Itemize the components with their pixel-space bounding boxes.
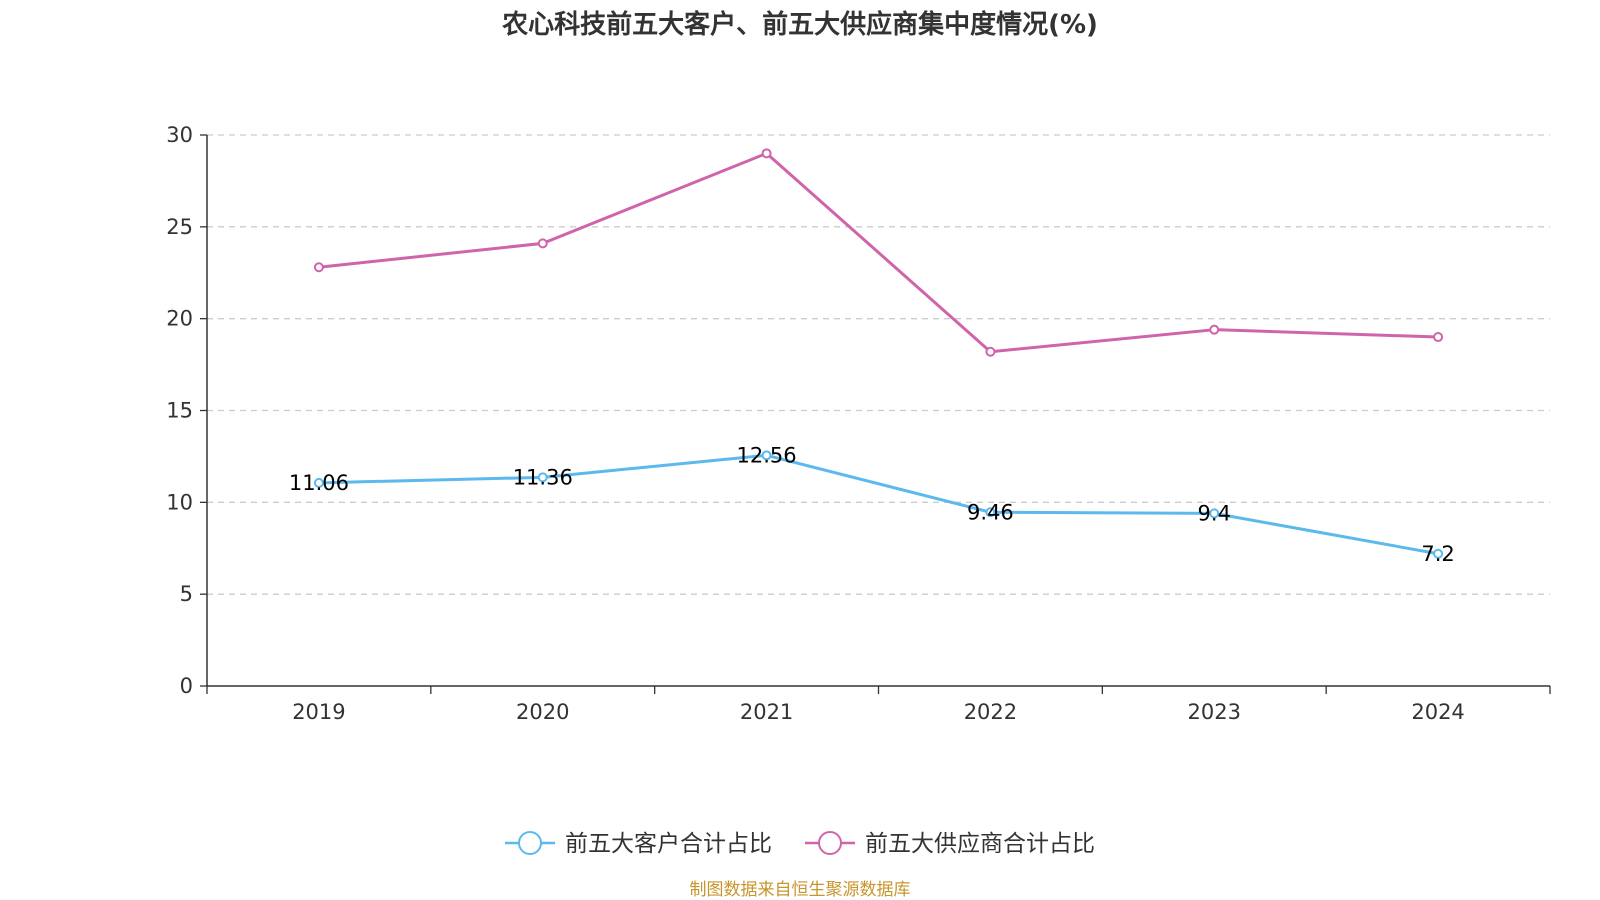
series-layer [313, 148, 1444, 559]
series-line-1 [318, 151, 1439, 354]
legend[interactable]: 前五大客户合计占比 前五大供应商合计占比 [505, 831, 1095, 857]
x-tick-label: 2024 [1411, 700, 1464, 724]
legend-item-1[interactable]: 前五大供应商合计占比 [805, 831, 1095, 857]
series-point-1 [761, 148, 772, 159]
y-tick-label: 15 [166, 399, 193, 423]
y-tick-label: 30 [166, 123, 193, 147]
series-point-0 [1433, 548, 1444, 559]
data-label: 9.46 [967, 500, 1014, 524]
legend-swatch-marker [818, 831, 842, 855]
series-point-0 [985, 507, 996, 518]
y-tick-label: 10 [166, 490, 193, 514]
y-tick-label: 5 [180, 582, 193, 606]
data-label: 12.56 [737, 443, 797, 467]
y-tick-label: 20 [166, 307, 193, 331]
series-point-0 [313, 477, 324, 488]
chart-title: 农心科技前五大客户、前五大供应商集中度情况(%) [501, 9, 1098, 40]
series-point-1 [313, 262, 324, 273]
series-point-1 [537, 238, 548, 249]
axes: 0 5 10 15 20 25 30 2019 2020 2021 2022 2023 2024 [166, 123, 1551, 724]
series-point-1 [1433, 332, 1444, 343]
x-tick-label: 2020 [516, 700, 569, 724]
legend-label: 前五大供应商合计占比 [865, 831, 1095, 857]
data-label: 11.36 [513, 465, 573, 489]
x-tick-label: 2021 [740, 700, 793, 724]
legend-swatch-marker [518, 831, 542, 855]
gridlines [207, 134, 1550, 595]
series-point-1 [1209, 324, 1220, 335]
series-point-0 [537, 472, 548, 483]
y-tick-label: 25 [166, 215, 193, 239]
data-label: 9.4 [1198, 501, 1231, 525]
x-tick-label: 2022 [964, 700, 1017, 724]
source-note: 制图数据来自恒生聚源数据库 [690, 880, 911, 900]
series-point-1 [985, 346, 996, 357]
x-tick-label: 2023 [1188, 700, 1241, 724]
y-tick-label: 0 [180, 674, 193, 698]
legend-label: 前五大客户合计占比 [565, 831, 772, 857]
series-line-0 [318, 453, 1439, 556]
x-tick-label: 2019 [292, 700, 345, 724]
data-label: 7.2 [1421, 542, 1454, 566]
series-point-0 [761, 450, 772, 461]
legend-item-0[interactable]: 前五大客户合计占比 [505, 831, 772, 857]
series-point-0 [1209, 508, 1220, 519]
data-label: 11.06 [289, 471, 349, 495]
data-labels: 11.06 11.36 12.56 9.46 9.4 7.2 [289, 443, 1455, 565]
